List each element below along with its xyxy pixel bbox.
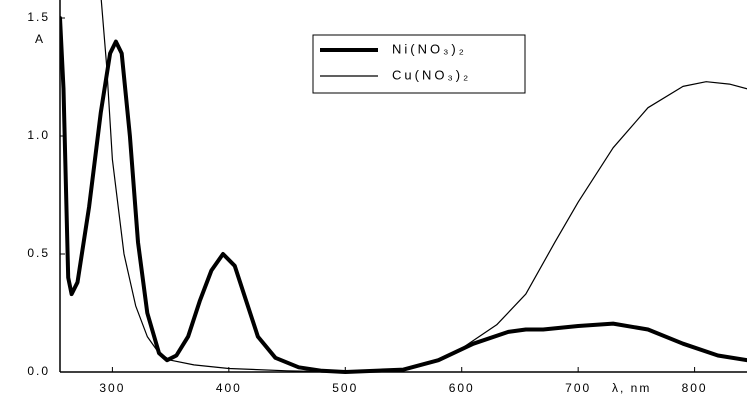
y-tick-label: 0.5: [27, 246, 50, 260]
legend-label: Cu(NO₃)₂: [392, 67, 471, 82]
data-line: [100, 0, 747, 373]
x-tick-label: 700: [565, 381, 591, 395]
y-tick-label: 1.5: [27, 10, 50, 24]
legend-box: [312, 34, 526, 94]
plot-area: [60, 0, 747, 374]
x-tick-label: 800: [682, 381, 708, 395]
x-tick-label: 600: [449, 381, 475, 395]
legend: Ni(NO₃)₂ Cu(NO₃)₂: [312, 34, 526, 94]
x-tick-label: 500: [332, 381, 358, 395]
x-axis-label: λ, nm: [612, 381, 651, 395]
legend-label: Ni(NO₃)₂: [392, 41, 467, 56]
x-tick-label: 400: [216, 381, 242, 395]
y-axis-label: A: [35, 32, 45, 46]
y-tick-label: 0.0: [27, 364, 50, 378]
data-line: [60, 16, 747, 374]
x-tick-label: 300: [99, 381, 125, 395]
y-tick-label: 1.0: [27, 128, 50, 142]
